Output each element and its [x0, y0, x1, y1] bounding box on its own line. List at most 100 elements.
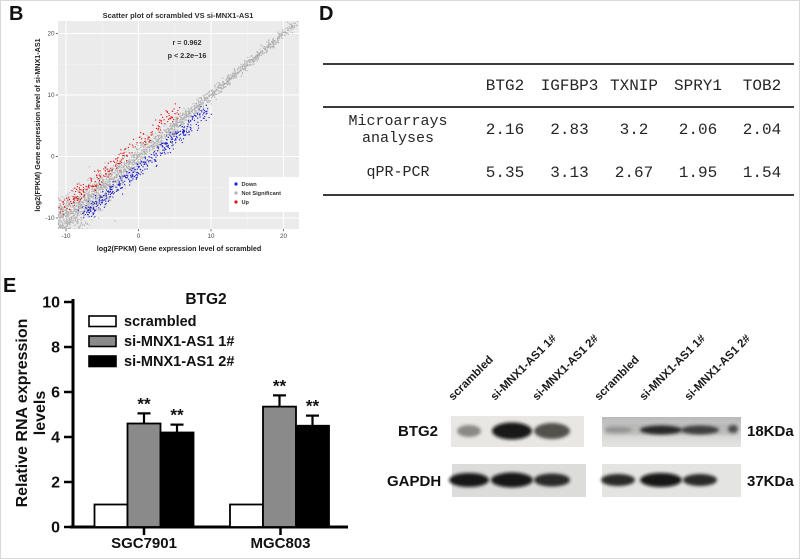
- table-cell: 5.35: [485, 163, 525, 182]
- band-gapdh-right-lane3: [683, 474, 717, 486]
- lane-label: scrambled: [593, 354, 642, 403]
- scatter-legend: Down Not Significant Up: [229, 177, 299, 212]
- band-gapdh-left-lane1: [449, 473, 489, 487]
- scatter-axis-ticks: -10 0 10 20 -10 0 10 20: [45, 31, 287, 240]
- points-down: [77, 104, 212, 219]
- scatter-plot: Scatter plot of scrambled VS si-MNX1-AS1…: [33, 11, 299, 253]
- y-tick-label: 0: [51, 520, 60, 537]
- bar-yaxis-label-line1: Relative RNA expression: [14, 319, 31, 508]
- table-row: Microarrays analyses 2.16 2.83 3.2 2.06 2.04: [323, 107, 794, 151]
- band-gapdh-left-lane3: [534, 473, 570, 487]
- significance-marker: **: [137, 394, 151, 413]
- y-tick-label: -10: [45, 215, 55, 222]
- btg2-bar-chart: BTG2 Relative RNA expression levels 0 2 4 6…: [14, 291, 348, 552]
- blot-size-label-37kda: 37KDa: [747, 473, 794, 490]
- table-cell: 2.16: [485, 120, 525, 139]
- scatter-title: Scatter plot of scrambled VS si-MNX1-AS1: [103, 11, 254, 20]
- legend-label: Down: [242, 182, 258, 188]
- band-btg2-right-lane2: [640, 425, 682, 435]
- bar-si-mnx1-as1-1--mgc803: [262, 405, 297, 528]
- scatter-stat-p: p < 2.2e−16: [168, 51, 207, 60]
- y-tick-label: 20: [47, 31, 55, 38]
- band-btg2-right-edge-blob: [728, 425, 738, 433]
- category-label: MGC803: [250, 535, 310, 552]
- bar-scrambled-mgc803: [229, 503, 264, 528]
- legend-swatch: [88, 355, 117, 368]
- significance-marker: **: [273, 376, 287, 395]
- x-tick-label: -10: [61, 233, 71, 240]
- column-header: SPRY1: [673, 76, 722, 95]
- points-not-significant: [58, 21, 298, 229]
- legend-dot: [234, 182, 238, 186]
- table-cell: 2.04: [742, 120, 782, 139]
- scatter-yaxis-label: log2(FPKM) Gene expression level of si-M…: [33, 38, 42, 211]
- column-header: BTG2: [485, 76, 525, 95]
- category-label: SGC7901: [111, 535, 177, 552]
- table-cell: 2.06: [678, 120, 718, 139]
- band-btg2-left-lane3: [534, 423, 570, 439]
- row-label: qPR-PCR: [366, 164, 430, 181]
- expression-fold-change-table: BTG2 IGFBP3 TXNIP SPRY1 TOB2 Microarrays anal…: [323, 63, 794, 196]
- blot-row-label-gapdh: GAPDH: [387, 473, 441, 490]
- band-btg2-left-lane1: [457, 425, 481, 437]
- blot-size-label-18kda: 18KDa: [747, 423, 794, 440]
- column-header: TXNIP: [609, 76, 658, 95]
- band-btg2-right-lane3: [681, 425, 719, 435]
- row-label: Microarrays analyses: [348, 112, 448, 147]
- bar-yaxis-label-line2: levels: [32, 391, 49, 436]
- bar-scrambled-sgc7901: [93, 503, 129, 528]
- scatter-xaxis-label: log2(FPKM) Gene expression level of scra…: [97, 244, 262, 253]
- column-header: IGFBP3: [540, 76, 599, 95]
- blot-strips: [449, 416, 741, 497]
- legend-label: si-MNX1-AS1 2#: [124, 354, 234, 370]
- band-btg2-left-lane2: [492, 422, 532, 440]
- significance-marker: **: [170, 406, 184, 425]
- y-tick-label: 10: [42, 295, 60, 312]
- x-tick-label: 20: [280, 233, 288, 240]
- band-gapdh-left-lane2: [491, 472, 533, 488]
- bar-chart-title: BTG2: [185, 291, 226, 308]
- table-corner-cell: [323, 64, 473, 107]
- table-cell: 2.67: [614, 163, 654, 182]
- y-tick-label: 6: [51, 385, 60, 402]
- legend-dot: [234, 200, 238, 204]
- bar-legend: scrambled si-MNX1-AS1 1# si-MNX1-AS1 2#: [88, 314, 234, 370]
- bar-si-mnx1-as1-2--mgc803: [295, 424, 330, 528]
- table-row: qPR-PCR 5.35 3.13 2.67 1.95 1.54: [323, 151, 794, 195]
- x-tick-label: 10: [207, 233, 215, 240]
- y-tick-label: 2: [51, 475, 60, 492]
- panel-d-label: D: [319, 3, 334, 25]
- bar-si-mnx1-as1-2--sgc7901: [159, 431, 195, 528]
- legend-label: si-MNX1-AS1 1#: [124, 334, 234, 350]
- panel-b-label: B: [9, 3, 24, 25]
- scatter-points: [58, 21, 299, 229]
- bar-series: ** ** ** **: [93, 376, 330, 528]
- bar-category-labels: SGC7901 MGC803: [111, 528, 311, 552]
- y-tick-label: 8: [51, 340, 60, 357]
- significance-marker: **: [306, 397, 320, 416]
- points-up: [58, 103, 181, 216]
- column-header: TOB2: [742, 76, 782, 95]
- y-tick-label: 4: [51, 430, 60, 447]
- table-cell: 2.83: [550, 120, 589, 139]
- legend-label: Not Significant: [242, 191, 282, 197]
- legend-dot: [234, 191, 238, 195]
- table-cell: 3.2: [619, 120, 649, 139]
- legend-swatch: [88, 335, 117, 348]
- legend-label: scrambled: [124, 314, 197, 330]
- legend-swatch: [88, 315, 117, 328]
- bar-si-mnx1-as1-1--sgc7901: [126, 422, 162, 528]
- panel-e-label: E: [3, 275, 17, 297]
- blot-row-label-btg2: BTG2: [398, 423, 438, 440]
- x-tick-label: 0: [137, 233, 141, 240]
- scatter-stat-r: r = 0.962: [173, 38, 202, 47]
- table-cell: 1.95: [678, 163, 718, 182]
- table-cell: 1.54: [742, 163, 782, 182]
- legend-label: Up: [242, 200, 250, 206]
- table-cell: 3.13: [550, 163, 589, 182]
- y-tick-label: 10: [47, 92, 55, 99]
- band-gapdh-right-lane2: [640, 473, 682, 487]
